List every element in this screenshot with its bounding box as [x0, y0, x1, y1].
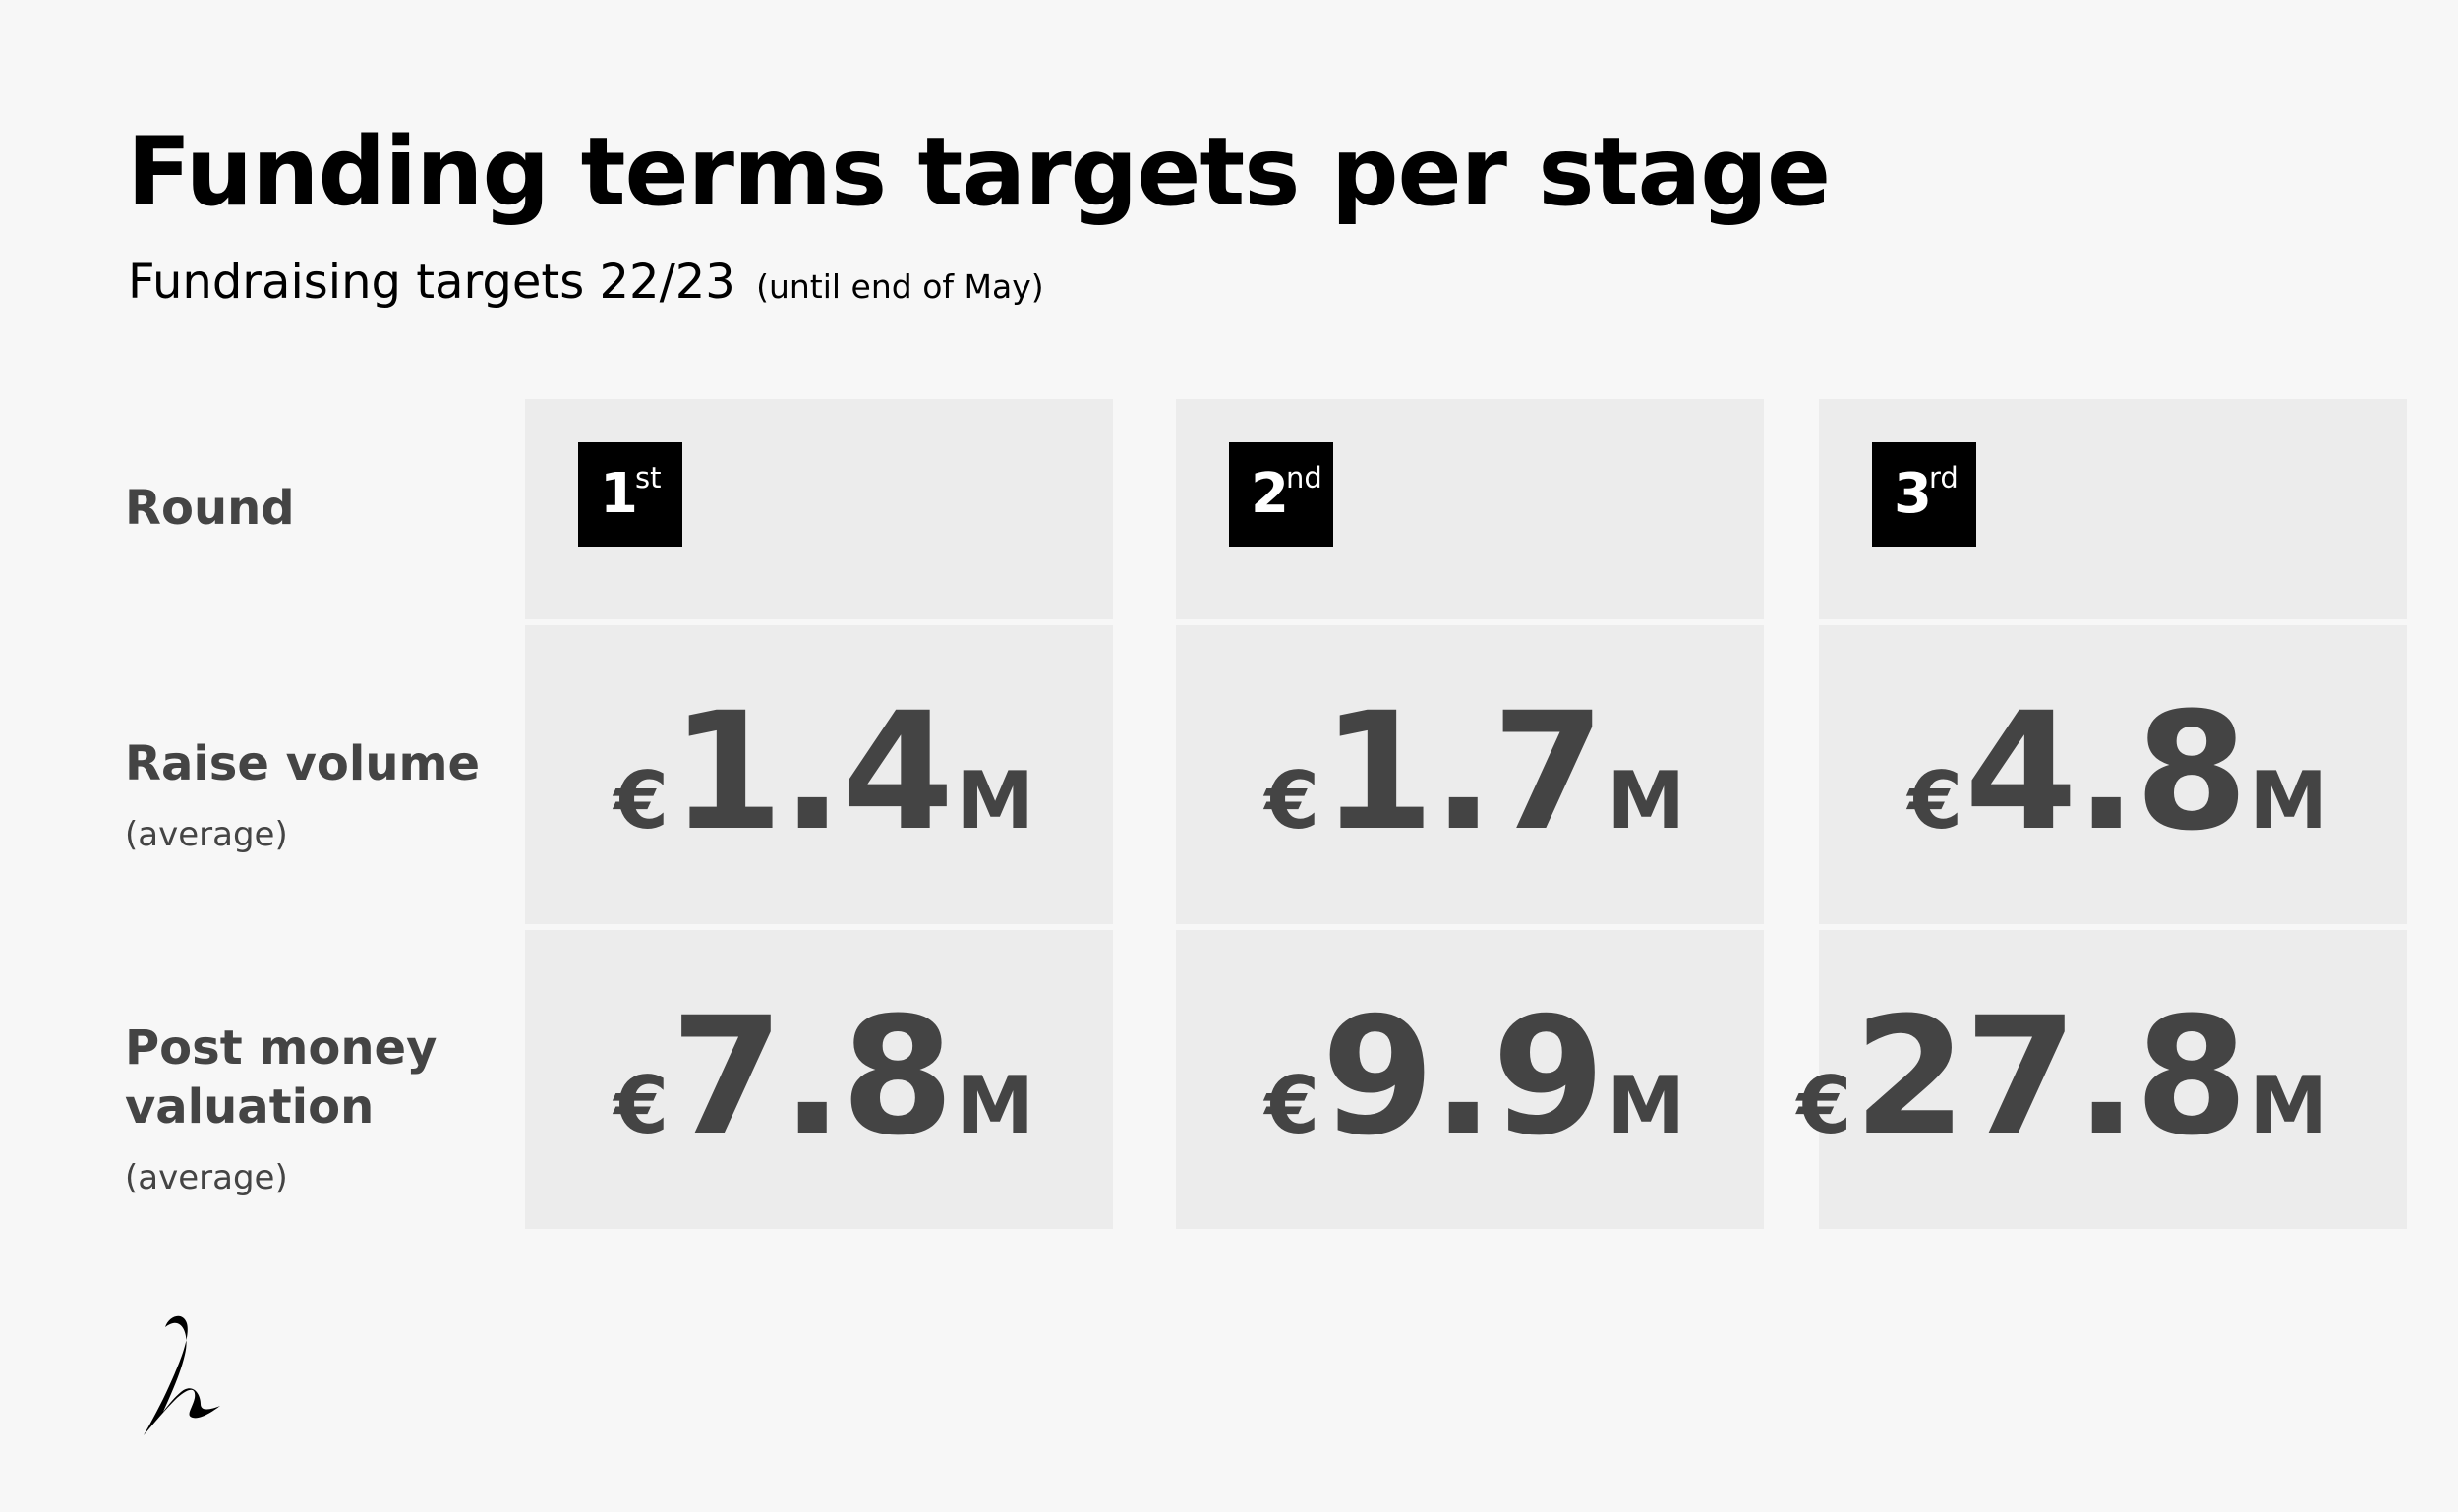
amount-unit: M [2250, 755, 2328, 846]
signature-logo-icon [144, 1315, 220, 1435]
round-ordinal-suffix: rd [1929, 461, 1959, 494]
raise-volume-cell: €1.4M [525, 625, 1113, 924]
currency-symbol: € [614, 755, 670, 846]
round-cell: 2 nd [1176, 399, 1764, 619]
amount-unit: M [956, 1060, 1034, 1151]
row-sublabel-post-money: (average) [125, 1158, 288, 1197]
amount-unit: M [2250, 1060, 2328, 1151]
currency-symbol: € [1264, 1060, 1320, 1151]
row-label-post-money-line2: valuation [125, 1079, 375, 1134]
row-label-post-money-line1: Post money [125, 1020, 438, 1076]
round-cell: 1 st [525, 399, 1113, 619]
post-money-valuation-cell: €9.9M [1176, 930, 1764, 1229]
raise-volume-cell: €4.8M [1819, 625, 2407, 924]
round-column-2: 2 nd €1.7M €9.9M [1176, 399, 1764, 1229]
post-money-valuation-amount: €9.9M [1264, 996, 1685, 1158]
amount-value: 4.8 [1964, 677, 2248, 866]
page-title: Funding terms targets per stage [127, 117, 1831, 227]
currency-symbol: € [1264, 755, 1320, 846]
amount-value: 1.4 [671, 677, 954, 866]
round-column-3: 3 rd €4.8M €27.8M [1797, 399, 2407, 1229]
raise-volume-cell: €1.7M [1176, 625, 1764, 924]
round-badge: 1 st [578, 442, 682, 547]
post-money-valuation-cell: €7.8M [525, 930, 1113, 1229]
round-number: 3 [1894, 462, 1932, 526]
currency-symbol: € [1796, 1060, 1852, 1151]
round-badge: 2 nd [1229, 442, 1333, 547]
round-ordinal-suffix: nd [1286, 461, 1322, 494]
post-money-valuation-cell: €27.8M [1797, 930, 2407, 1229]
amount-value: 27.8 [1853, 982, 2248, 1171]
round-column-1: 1 st €1.4M €7.8M [525, 399, 1113, 1229]
row-sublabel-raise-volume: (average) [125, 815, 288, 854]
page-subtitle: Fundraising targets 22/23 (until end of … [128, 248, 1044, 321]
amount-value: 7.8 [671, 982, 954, 1171]
currency-symbol: € [1907, 755, 1963, 846]
amount-unit: M [1607, 755, 1685, 846]
round-badge: 3 rd [1872, 442, 1976, 547]
currency-symbol: € [614, 1060, 670, 1151]
signature-logo-stroke [144, 1315, 220, 1435]
round-ordinal-suffix: st [635, 461, 662, 494]
raise-volume-amount: €1.7M [1264, 691, 1685, 853]
post-money-valuation-amount: €7.8M [614, 996, 1034, 1158]
round-number: 1 [600, 462, 638, 526]
amount-value: 9.9 [1321, 982, 1605, 1171]
row-label-raise-volume: Raise volume [125, 736, 481, 791]
raise-volume-amount: €4.8M [1907, 691, 2328, 853]
round-cell: 3 rd [1819, 399, 2407, 619]
row-label-round: Round [125, 481, 295, 536]
post-money-valuation-amount: €27.8M [1797, 996, 2328, 1158]
raise-volume-amount: €1.4M [614, 691, 1034, 853]
amount-value: 1.7 [1321, 677, 1605, 866]
amount-unit: M [956, 755, 1034, 846]
subtitle-note: (until end of May) [756, 267, 1044, 306]
subtitle-text: Fundraising targets 22/23 [128, 255, 735, 310]
round-number: 2 [1251, 462, 1289, 526]
amount-unit: M [1607, 1060, 1685, 1151]
